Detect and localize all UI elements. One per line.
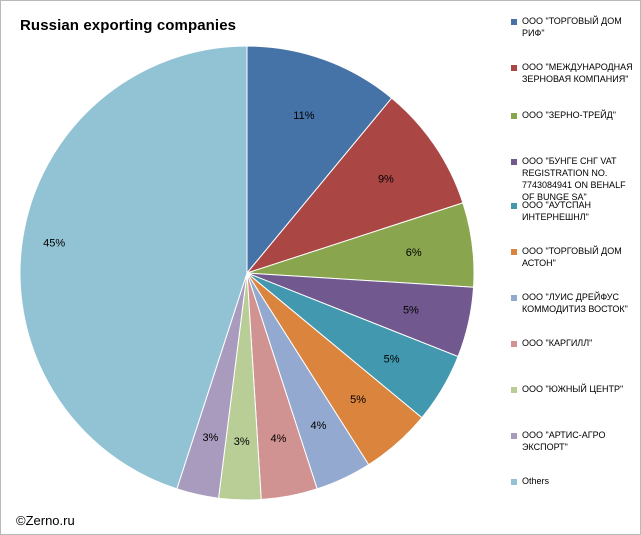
slice-data-label: 4% — [311, 420, 327, 432]
pie-slice — [246, 45, 393, 275]
pie-slice — [245, 97, 464, 275]
legend-label: Others — [522, 476, 550, 486]
slice-data-label: 4% — [271, 433, 287, 445]
legend-swatch — [511, 433, 517, 439]
slice-data-label: 5% — [403, 305, 419, 317]
legend-label: ООО "ТОРГОВЫЙ ДОМ РИФ" — [522, 16, 622, 38]
legend-swatch — [511, 295, 517, 301]
legend-label: ООО "БУНГЕ СНГ VAT REGISTRATION NO. 7743… — [522, 156, 626, 202]
pie-slice — [19, 45, 248, 490]
slice-data-label: 11% — [293, 110, 314, 122]
legend-label: ООО "АУТСПАН ИНТЕРНЕШНЛ" — [522, 200, 591, 222]
legend-swatch — [511, 113, 517, 119]
slice-data-label: 45% — [43, 238, 65, 250]
slice-data-label: 3% — [234, 436, 250, 448]
legend-swatch — [511, 65, 517, 71]
slice-data-label: 5% — [384, 354, 400, 366]
legend-label: ООО "КАРГИЛЛ" — [522, 338, 593, 348]
slice-data-label: 6% — [406, 247, 422, 259]
legend-swatch — [511, 341, 517, 347]
legend-label: ООО "АРТИС-АГРО ЭКСПОРТ" — [522, 430, 606, 452]
legend-swatch — [511, 249, 517, 255]
legend-swatch — [511, 203, 517, 209]
legend-swatch — [511, 387, 517, 393]
chart-title: Russian exporting companies — [20, 17, 237, 34]
slice-data-label: 3% — [202, 432, 218, 444]
legend-label: ООО "ЗЕРНО-ТРЕЙД" — [522, 110, 616, 120]
legend-label: ООО "МЕЖДУНАРОДНАЯ ЗЕРНОВАЯ КОМПАНИЯ" — [522, 62, 633, 84]
slice-data-label: 9% — [378, 174, 394, 186]
legend-label: ООО "ЮЖНЫЙ ЦЕНТР" — [522, 384, 624, 394]
copyright-text: ©Zerno.ru — [16, 513, 75, 528]
legend-label: ООО "ТОРГОВЫЙ ДОМ АСТОН" — [522, 246, 622, 268]
legend-swatch — [511, 159, 517, 165]
slice-data-label: 5% — [350, 394, 366, 406]
legend-label: ООО "ЛУИС ДРЕЙФУС КОММОДИТИЗ ВОСТОК" — [522, 292, 628, 314]
legend-swatch — [511, 479, 517, 485]
legend-swatch — [511, 19, 517, 25]
